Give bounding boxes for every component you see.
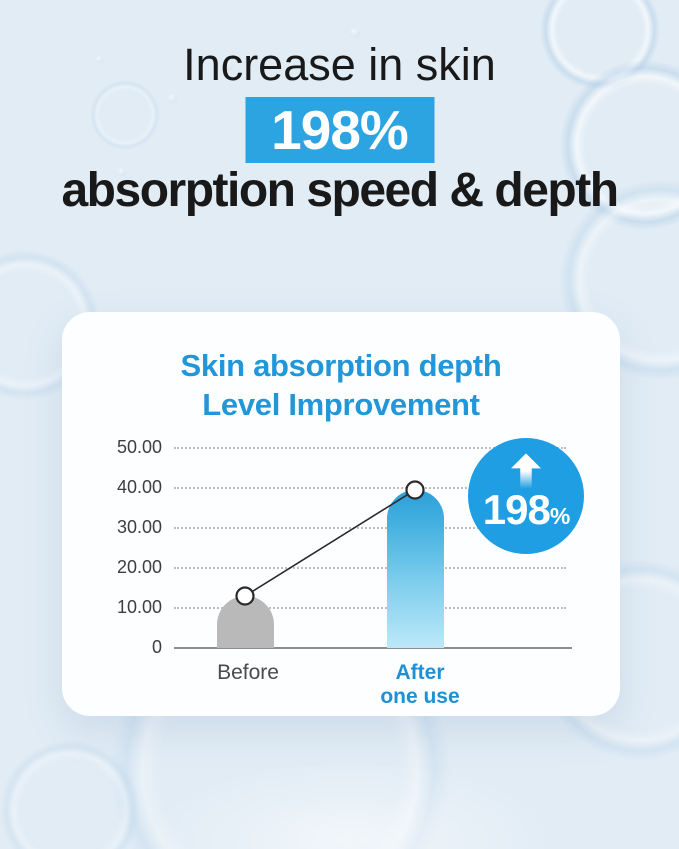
bar-after-one-use	[386, 490, 444, 648]
bubble-decoration	[0, 740, 140, 849]
y-tick-label: 10.00	[116, 597, 162, 617]
glow-decoration	[140, 760, 560, 849]
x-category-label-line: Before	[217, 661, 279, 684]
header-highlight-badge: 198%	[245, 97, 434, 163]
chart-title-line2: Level Improvement	[202, 387, 480, 422]
y-tick-label: 50.00	[116, 437, 162, 457]
gridline	[174, 607, 566, 609]
bar-before	[216, 596, 274, 648]
chart-title-line1: Skin absorption depth	[180, 348, 502, 383]
droplet-decoration	[168, 94, 177, 103]
increase-badge: 198%	[468, 438, 584, 554]
arrow-up-icon	[511, 452, 541, 489]
gridline	[174, 567, 566, 569]
chart-title: Skin absorption depth Level Improvement	[62, 346, 620, 424]
header-line1: Increase in skin	[183, 39, 496, 90]
y-tick-label: 40.00	[116, 477, 162, 497]
gridline	[174, 487, 566, 489]
y-tick-label: 20.00	[116, 557, 162, 577]
x-axis-line	[174, 647, 572, 649]
bubble-decoration	[90, 80, 160, 150]
y-tick-label: 30.00	[116, 517, 162, 537]
highlight-value: 198%	[271, 99, 409, 161]
badge-value: 198	[482, 485, 551, 533]
chart-card: Skin absorption depth Level Improvement …	[62, 312, 620, 716]
x-category-label: After one use	[350, 661, 490, 709]
badge-text: 198%	[483, 488, 571, 540]
gridline	[174, 447, 566, 449]
header-line2: absorption speed & depth	[61, 164, 619, 217]
badge-percent-sign: %	[549, 502, 570, 529]
droplet-decoration	[350, 28, 360, 38]
y-tick-label: 0	[151, 637, 162, 657]
x-category-label-line: one use	[380, 685, 460, 708]
x-category-label-line: After	[395, 661, 445, 684]
x-category-label: Before	[178, 661, 318, 685]
